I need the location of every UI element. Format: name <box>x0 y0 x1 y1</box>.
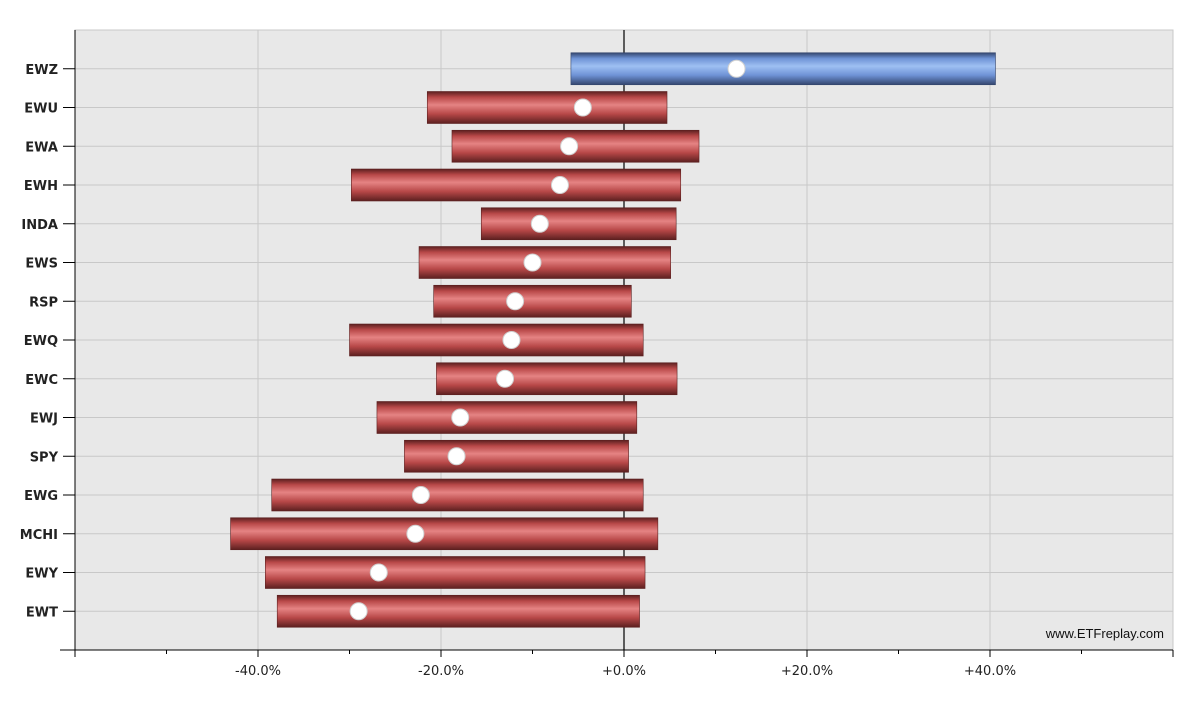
y-tick-label: EWU <box>24 102 58 117</box>
range-bar-rsp <box>433 284 632 318</box>
range-bar-ewh <box>351 168 682 202</box>
current-marker-rsp <box>506 292 525 311</box>
range-bar-ewg <box>271 478 644 512</box>
current-marker-spy <box>447 447 466 466</box>
current-marker-mchi <box>406 524 425 543</box>
range-bar-ewu <box>426 91 668 124</box>
y-tick-label: MCHI <box>20 528 58 543</box>
current-marker-ewz <box>727 59 746 78</box>
current-marker-ewg <box>411 486 430 504</box>
range-bar-mchi <box>230 517 659 551</box>
y-tick-label: EWS <box>25 257 58 272</box>
y-tick-label: EWJ <box>30 412 58 427</box>
x-tick-label: -40.0% <box>235 664 281 679</box>
range-bar-ewz <box>570 52 996 86</box>
y-tick-label: EWY <box>25 567 58 582</box>
y-tick-label: SPY <box>30 450 59 465</box>
range-bar-ewq <box>349 323 644 357</box>
y-tick-label: RSP <box>29 295 58 310</box>
x-tick-label: -20.0% <box>418 664 464 679</box>
x-tick-label: +20.0% <box>781 664 833 679</box>
current-marker-ewa <box>560 137 579 156</box>
y-tick-label: INDA <box>21 218 58 233</box>
current-marker-ewu <box>573 98 592 117</box>
range-bar-ewy <box>265 556 646 589</box>
y-tick-label: EWQ <box>24 334 58 349</box>
range-bar-ewj <box>376 401 638 434</box>
current-marker-ewq <box>502 331 521 349</box>
y-tick-label: EWT <box>26 605 58 620</box>
current-marker-ewh <box>550 176 569 194</box>
y-tick-label: EWH <box>24 179 58 194</box>
current-marker-ewy <box>369 563 388 582</box>
x-tick-label: +40.0% <box>964 664 1016 679</box>
current-marker-ewj <box>451 408 470 427</box>
watermark: www.ETFreplay.com <box>1045 626 1164 641</box>
current-marker-ewt <box>349 602 368 621</box>
current-marker-ews <box>523 253 542 272</box>
range-bar-ewt <box>276 594 640 628</box>
range-bar-inda <box>480 207 677 241</box>
range-bar-spy <box>404 439 629 473</box>
range-bar-ews <box>418 246 671 279</box>
y-tick-label: EWG <box>24 489 58 504</box>
y-tick-label: EWC <box>25 373 58 388</box>
x-tick-label: +0.0% <box>602 664 646 679</box>
current-marker-ewc <box>496 369 515 388</box>
current-marker-inda <box>530 214 549 233</box>
y-tick-label: EWZ <box>25 63 58 78</box>
range-bar-ewc <box>436 362 678 396</box>
y-tick-label: EWA <box>25 140 58 155</box>
